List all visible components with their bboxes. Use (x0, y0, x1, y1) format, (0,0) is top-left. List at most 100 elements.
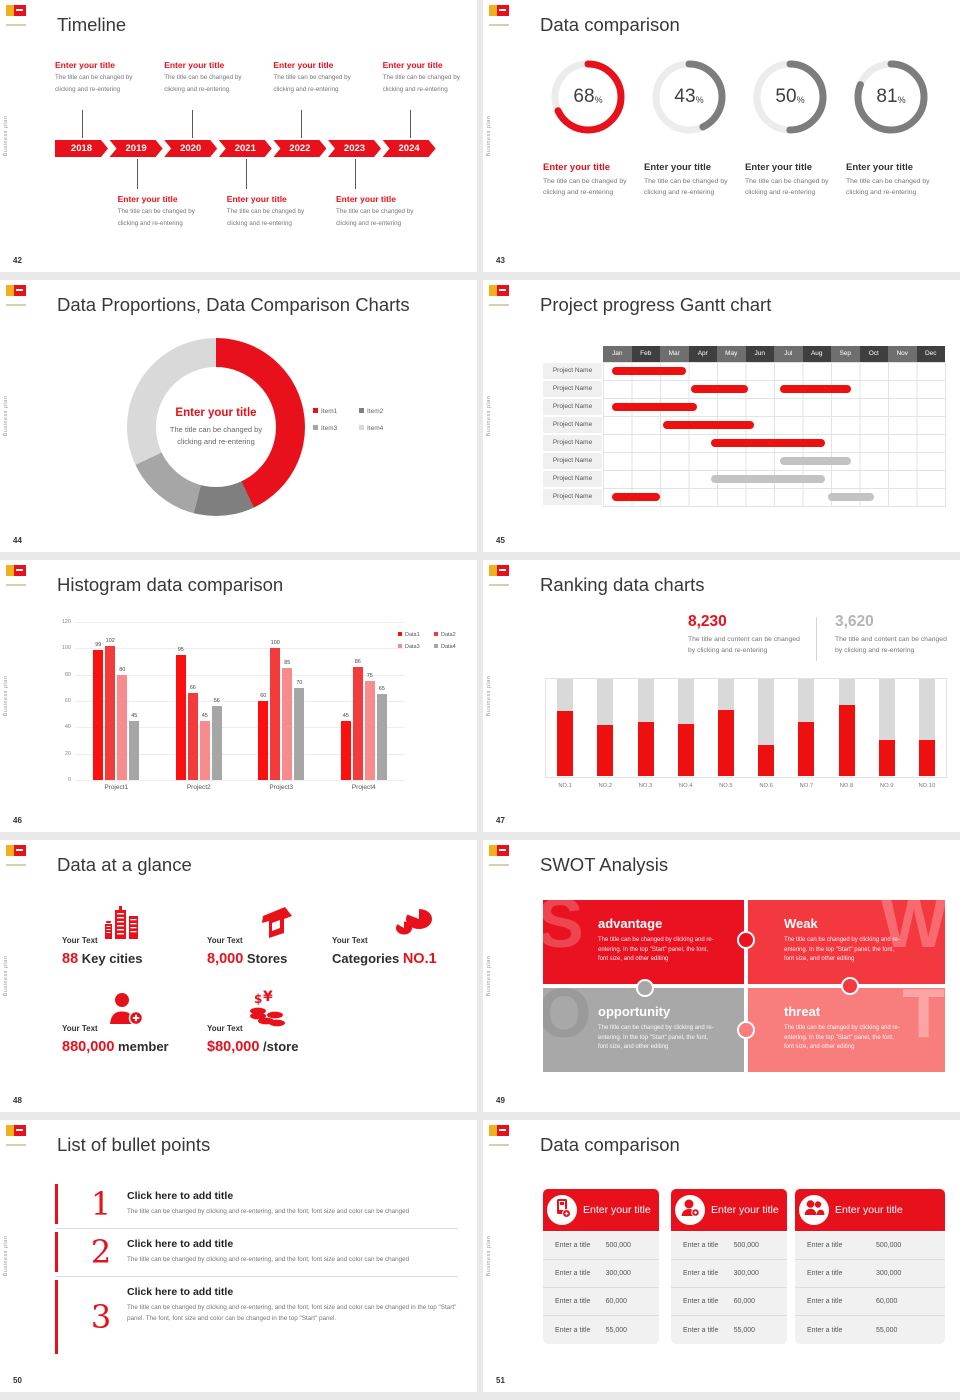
timeline-entry-title: Enter your title (164, 60, 225, 70)
gantt-row-label: Project Name (543, 489, 602, 505)
swot-watermark-letter: O (543, 988, 592, 1052)
glance-stat: Categories NO.1 (332, 950, 437, 968)
donut-hole: Enter your title The title can be changed… (156, 367, 276, 487)
logo-caption (489, 864, 509, 866)
timeline-entry-desc: The title can be changed by (117, 208, 195, 215)
ring-percent: 68% (573, 86, 603, 107)
ring-desc: clicking and re-entering (846, 189, 917, 196)
legend-swatch (359, 408, 364, 413)
legend-item: Data3 (398, 644, 420, 650)
ring-title: Enter your title (846, 162, 914, 173)
card-row-value: 55,000 (605, 1326, 628, 1334)
timeline-year-chip: 2018 (55, 140, 108, 157)
histogram-bar (376, 694, 387, 780)
card-data-row: Enter a title 300,000 (671, 1260, 787, 1288)
ranking-fill (557, 711, 574, 776)
ranking-stat-value: 8,230 (688, 613, 727, 630)
slide-43-data-comparison: Business plan Data comparison 68% Enter y… (483, 0, 960, 272)
progress-ring (751, 58, 829, 136)
brand-logo (6, 565, 32, 586)
glance-stat-part: 880,000 (62, 1039, 115, 1055)
timeline-year-chip: 2023 (328, 140, 381, 157)
ring-title: Enter your title (644, 162, 712, 173)
slide-number: 51 (496, 1376, 505, 1385)
glance-item: Your Text 88 Key cities (60, 902, 205, 980)
gantt-bar (691, 385, 749, 393)
logo-caption (6, 584, 26, 586)
brand-logo (489, 565, 515, 586)
slide-title: Data at a glance (57, 854, 192, 875)
gantt-month-header: Jan (603, 346, 632, 362)
bullet-accent-bar (55, 1280, 58, 1354)
glance-label: Your Text (207, 936, 243, 945)
legend-item: Item2 (359, 408, 383, 415)
histogram-canvas: 0 20 40 60 80 100 120 99 102 80 45 Project1 95 66 45 56… (0, 560, 477, 832)
logo-yellow-square (489, 1125, 497, 1136)
ranking-fill (597, 724, 614, 776)
glance-stat-part: /store (259, 1039, 299, 1054)
logo-red-square (497, 1125, 509, 1136)
histogram-bar (352, 666, 363, 780)
timeline-entry-desc: clicking and re-entering (273, 86, 339, 93)
gantt-row-label: Project Name (543, 381, 602, 397)
glance-item: $ ¥ Your Text $80,000 /store (205, 989, 350, 1068)
timeline-connector (82, 110, 84, 138)
bullet-list-canvas: 1 Click here to add title The title can be… (0, 1120, 477, 1392)
x-category-label: NO.6 (759, 783, 773, 789)
legend-item: Data2 (434, 632, 456, 638)
card-row-label: Enter a title (807, 1242, 843, 1249)
y-gridline (75, 648, 405, 650)
card-row-label: Enter a title (555, 1298, 591, 1305)
bar-value-label: 85 (284, 660, 291, 667)
bar-value-label: 86 (354, 658, 361, 665)
stat-divider (816, 617, 817, 661)
timeline-connector (191, 110, 193, 138)
ranking-canvas: 8,230 The title and content can be change… (483, 560, 960, 832)
card-row-label: Enter a title (555, 1242, 591, 1249)
gantt-bar (711, 475, 826, 483)
ring-percent: 50% (775, 86, 805, 107)
legend-item: Item4 (359, 425, 383, 432)
logo-caption (6, 304, 26, 306)
gantt-canvas: Jan Feb Mar Apr May Jun Jul Aug Sep Oct Nov Dec Proj… (483, 280, 960, 552)
gantt-month-header: Feb (631, 346, 660, 362)
puzzle-knob (636, 979, 654, 997)
timeline-entry-desc: clicking and re-entering (382, 86, 448, 93)
glance-item: Your Text 8,000 Stores (205, 902, 350, 980)
card-data-row: Enter a title 55,000 (543, 1316, 659, 1344)
gantt-row-label: Project Name (543, 453, 602, 469)
card-row-value: 500,000 (733, 1242, 759, 1249)
card-header-title: Enter your title (583, 1204, 651, 1216)
timeline-entry-desc: The title can be changed by (55, 74, 133, 81)
gantt-month-header: Sep (831, 346, 860, 362)
timeline-entry-desc: The title can be changed by (164, 74, 242, 81)
ring-desc: The title can be changed by (846, 178, 930, 185)
stats-canvas: Your Text 88 Key cities Your Text 8,000 Sto… (0, 840, 477, 1112)
ring-percent: 43% (674, 86, 704, 107)
glance-stat-part: Categories (332, 951, 403, 966)
slide-45-gantt-chart: Business plan Project progress Gantt cha… (483, 280, 960, 552)
glance-label: Your Text (207, 1024, 243, 1033)
card-row-label: Enter a title (683, 1326, 719, 1334)
slide-number: 47 (496, 816, 505, 825)
glance-label: Your Text (332, 936, 368, 945)
progress-rings-canvas: 68% Enter your title The title can be chan… (483, 0, 960, 272)
slide-46-histogram: Business plan Histogram data comparison … (0, 560, 477, 832)
timeline-connector (300, 110, 302, 138)
pie-icon (394, 902, 434, 942)
x-category-label: NO.9 (879, 783, 894, 789)
cards-canvas: Enter your title Enter a title 500,000 Ente… (483, 1120, 960, 1392)
x-category-label: Project3 (269, 784, 294, 791)
timeline-year-chip: 2020 (164, 140, 217, 157)
card-icon-circle (547, 1195, 577, 1225)
timeline-entry-title: Enter your title (382, 60, 443, 70)
glance-item: Your Text Categories NO.1 (330, 902, 475, 980)
slide-44-donut-chart: Business plan Data Proportions, Data Com… (0, 280, 477, 552)
card-row-value: 55,000 (733, 1326, 756, 1334)
slide-title: Histogram data comparison (57, 574, 284, 595)
glance-stat: $80,000 /store (207, 1038, 298, 1056)
logo-yellow-square (6, 1125, 14, 1136)
puzzle-knob (737, 931, 755, 949)
city-icon (102, 902, 142, 942)
bar-value-label: 65 (378, 686, 385, 693)
